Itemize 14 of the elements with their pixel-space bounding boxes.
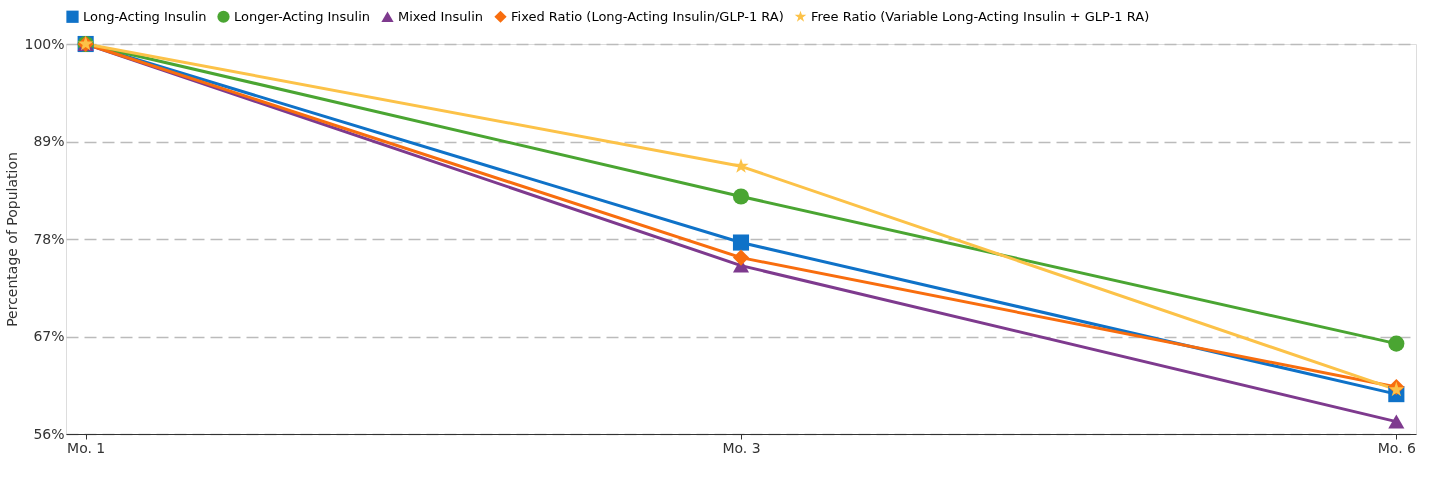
x-tick-label: Mo. 6 xyxy=(1377,439,1417,456)
y-tick-label: 78% xyxy=(33,230,65,247)
legend-label: Fixed Ratio (Long-Acting Insulin/GLP-1 RA) xyxy=(511,8,784,24)
y-tick-label: 89% xyxy=(33,133,65,149)
legend-label: Long-Acting Insulin xyxy=(83,8,207,24)
x-tick-label: Mo. 1 xyxy=(67,439,106,456)
y-tick-label: 100% xyxy=(24,35,65,52)
legend-label: Mixed Insulin xyxy=(398,8,484,24)
y-axis-title: Percentage of Population xyxy=(4,152,21,327)
legend-label: Longer-Acting Insulin xyxy=(234,8,371,24)
y-tick-label: 56% xyxy=(33,425,65,442)
y-tick-label: 67% xyxy=(33,328,65,344)
legend-label: Free Ratio (Variable Long-Acting Insulin + GLP-1 RA) xyxy=(811,8,1150,24)
x-tick-label: Mo. 3 xyxy=(722,439,761,456)
